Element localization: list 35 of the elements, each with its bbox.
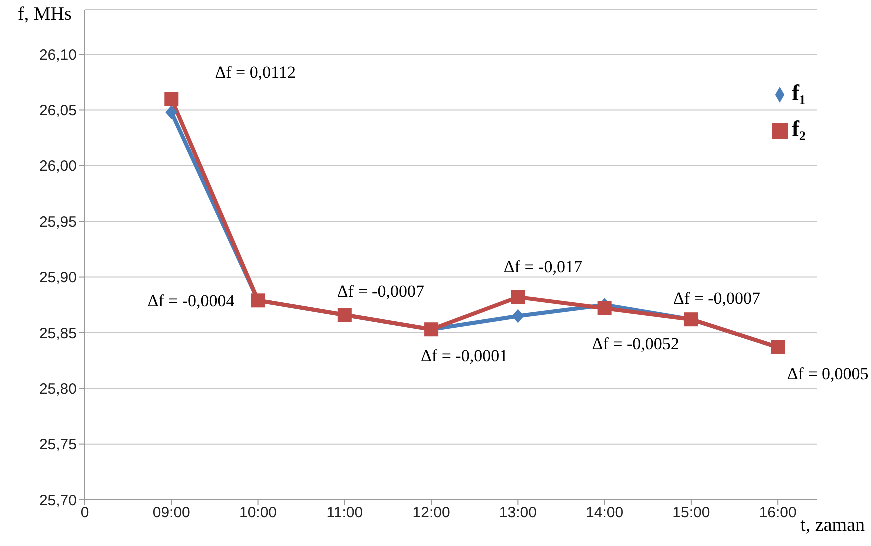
y-axis-title: f, MHs xyxy=(18,4,72,26)
legend-label: f₁ xyxy=(792,80,806,105)
x-tick-label: 09:00 xyxy=(152,504,190,522)
annotation: Δf = 0,0005 xyxy=(787,364,869,384)
annotation: Δf = -0,017 xyxy=(504,257,583,276)
x-axis-title: t, zaman xyxy=(800,515,865,537)
x-tick-label: 0 xyxy=(80,504,90,522)
annotation: Δf = -0,0001 xyxy=(421,346,508,366)
annotation: Δf = -0,0007 xyxy=(673,289,762,308)
x-tick-label: 13:00 xyxy=(499,504,537,522)
y-tick-label: 25,70 xyxy=(39,492,77,510)
annotation: Δf = -0,0007 xyxy=(337,282,425,302)
y-tick-label: 26,10 xyxy=(39,46,77,64)
point xyxy=(511,290,526,304)
y-tick-label: 26,05 xyxy=(39,102,77,120)
x-tick-label: 12:00 xyxy=(412,504,450,522)
annotation: Δf = 0,0112 xyxy=(215,63,296,82)
x-tick-label: 15:00 xyxy=(672,504,710,522)
point xyxy=(164,92,179,106)
legend-label: f₂ xyxy=(792,116,806,141)
y-tick-label: 25,85 xyxy=(39,325,77,342)
y-tick-label: 25,80 xyxy=(39,380,77,398)
x-tick-label: 11:00 xyxy=(326,504,364,522)
x-tick-label: 16:00 xyxy=(759,504,797,522)
annotation: Δf = -0,0004 xyxy=(148,292,236,311)
point xyxy=(598,301,612,316)
y-tick-label: 25,90 xyxy=(39,270,77,287)
x-tick-label: 14:00 xyxy=(586,504,624,522)
point xyxy=(166,105,178,120)
y-tick-label: 25,75 xyxy=(39,436,77,454)
annotation: Δf = -0,0052 xyxy=(592,334,680,354)
point xyxy=(512,309,524,324)
y-tick-label: 25,95 xyxy=(39,214,77,231)
y-tick-label: 26,00 xyxy=(39,158,77,176)
x-tick-label: 10:00 xyxy=(240,504,278,522)
